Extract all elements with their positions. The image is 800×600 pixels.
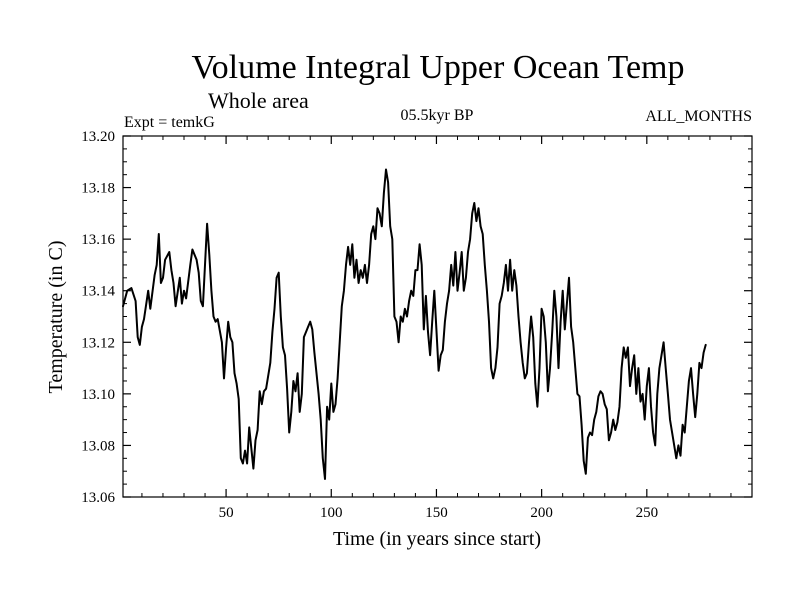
- y-tick-label: 13.14: [81, 284, 115, 300]
- y-tick-label: 13.20: [81, 129, 115, 145]
- chart-subtitle: Whole area: [208, 88, 309, 113]
- y-tick-label: 13.06: [81, 490, 115, 506]
- y-axis-label: Temperature (in C): [45, 241, 67, 394]
- plot-frame: [122, 135, 753, 498]
- x-axis: 50 100 150 200 250: [141, 136, 732, 521]
- x-tick-label: 50: [219, 505, 234, 521]
- x-tick-label: 150: [425, 505, 448, 521]
- y-axis: 13.06 13.08 13.10 13.12 13.14 13.16 13.18 13.20: [81, 129, 752, 506]
- y-tick-label: 13.08: [81, 438, 115, 454]
- x-tick-label: 200: [530, 505, 553, 521]
- x-tick-label: 250: [636, 505, 659, 521]
- months-label: ALL_MONTHS: [645, 108, 752, 125]
- x-tick-label: 100: [320, 505, 343, 521]
- y-tick-label: 13.10: [81, 387, 115, 403]
- x-axis-label: Time (in years since start): [333, 528, 541, 550]
- experiment-label: Expt = temkG: [124, 114, 215, 131]
- y-tick-label: 13.12: [81, 335, 115, 351]
- chart-title: Volume Integral Upper Ocean Temp: [192, 49, 685, 86]
- period-label: 05.5kyr BP: [401, 107, 474, 124]
- temperature-series-line: [122, 168, 707, 480]
- y-tick-label: 13.18: [81, 181, 115, 197]
- y-tick-label: 13.16: [81, 232, 115, 248]
